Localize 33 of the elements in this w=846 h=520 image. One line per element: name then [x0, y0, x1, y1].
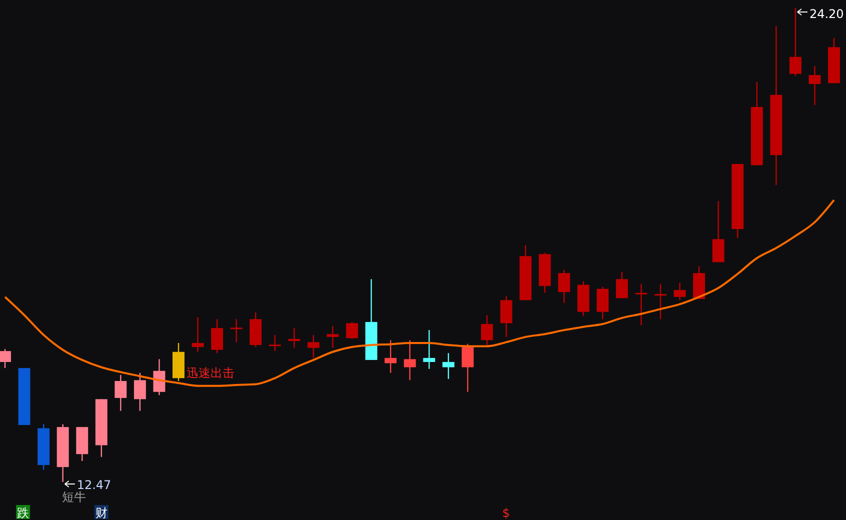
annotation: 24.20 [809, 7, 844, 21]
annotation: 12.47 [76, 478, 112, 492]
candlestick [596, 286, 609, 320]
text: 财 [95, 506, 108, 520]
candlestick [500, 296, 512, 338]
candlestick [307, 334, 320, 359]
candlestick [288, 327, 300, 348]
candlestick [654, 283, 666, 320]
annotation: 迅速出击 [186, 366, 235, 380]
candlestick [268, 334, 281, 352]
candlestick [712, 200, 724, 263]
candlestick [674, 282, 686, 301]
candlestick [0, 348, 11, 369]
candlestick [423, 329, 436, 370]
candlestick [346, 321, 358, 340]
candlestick [114, 374, 127, 412]
candlestick [230, 318, 242, 343]
candlestick [481, 314, 493, 346]
candlestick [616, 271, 628, 299]
candlestick [635, 283, 648, 326]
text: $ [502, 506, 510, 520]
candlestick [442, 352, 454, 380]
candlestick [134, 372, 146, 412]
candlestick [462, 343, 474, 392]
candlestick [192, 316, 204, 352]
candlestick [211, 318, 224, 354]
text: 跌 [17, 506, 29, 520]
candlestick [404, 340, 416, 381]
candlestick [326, 325, 339, 348]
candlestick [558, 269, 570, 304]
text: 短牛 [62, 490, 86, 504]
candlestick [384, 340, 397, 374]
candlestick [808, 66, 821, 106]
